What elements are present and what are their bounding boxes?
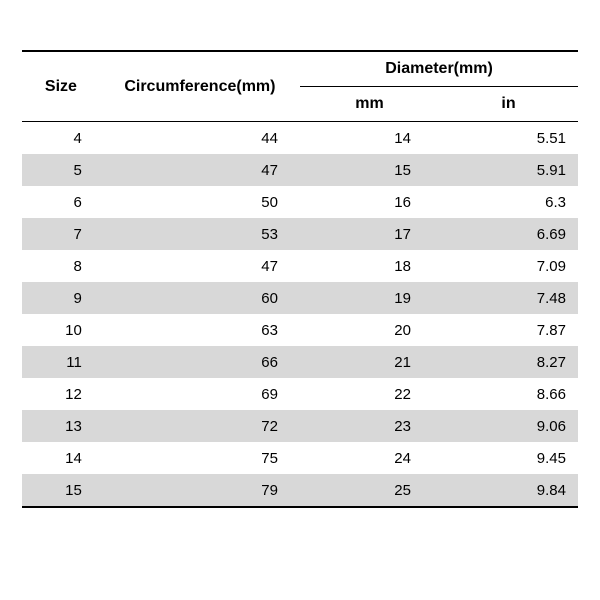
- cell-mm: 17: [300, 218, 439, 250]
- table-row: 444145.51: [22, 122, 578, 155]
- cell-circ: 72: [100, 410, 300, 442]
- cell-mm: 18: [300, 250, 439, 282]
- col-header-circumference: Circumference(mm): [100, 51, 300, 122]
- cell-size: 4: [22, 122, 100, 155]
- table-row: 960197.48: [22, 282, 578, 314]
- cell-mm: 23: [300, 410, 439, 442]
- cell-in: 6.69: [439, 218, 578, 250]
- cell-circ: 60: [100, 282, 300, 314]
- cell-size: 7: [22, 218, 100, 250]
- page-container: Size Circumference(mm) Diameter(mm) mm i…: [0, 0, 600, 600]
- cell-in: 9.45: [439, 442, 578, 474]
- col-header-size: Size: [22, 51, 100, 122]
- cell-in: 7.87: [439, 314, 578, 346]
- table-row: 753176.69: [22, 218, 578, 250]
- cell-in: 5.51: [439, 122, 578, 155]
- cell-size: 8: [22, 250, 100, 282]
- table-row: 1475249.45: [22, 442, 578, 474]
- cell-circ: 79: [100, 474, 300, 507]
- cell-in: 7.48: [439, 282, 578, 314]
- cell-in: 9.06: [439, 410, 578, 442]
- cell-mm: 25: [300, 474, 439, 507]
- col-header-diameter-in: in: [439, 87, 578, 122]
- cell-size: 11: [22, 346, 100, 378]
- cell-mm: 15: [300, 154, 439, 186]
- col-header-diameter-group: Diameter(mm): [300, 51, 578, 87]
- cell-size: 13: [22, 410, 100, 442]
- cell-size: 6: [22, 186, 100, 218]
- col-header-diameter-mm: mm: [300, 87, 439, 122]
- table-row: 1579259.84: [22, 474, 578, 507]
- cell-circ: 50: [100, 186, 300, 218]
- cell-in: 7.09: [439, 250, 578, 282]
- cell-mm: 20: [300, 314, 439, 346]
- cell-in: 9.84: [439, 474, 578, 507]
- cell-circ: 66: [100, 346, 300, 378]
- cell-size: 12: [22, 378, 100, 410]
- cell-in: 8.66: [439, 378, 578, 410]
- cell-mm: 19: [300, 282, 439, 314]
- cell-size: 14: [22, 442, 100, 474]
- cell-circ: 53: [100, 218, 300, 250]
- cell-mm: 22: [300, 378, 439, 410]
- cell-size: 10: [22, 314, 100, 346]
- table-row: 1166218.27: [22, 346, 578, 378]
- cell-circ: 63: [100, 314, 300, 346]
- table-row: 1269228.66: [22, 378, 578, 410]
- cell-circ: 69: [100, 378, 300, 410]
- cell-size: 5: [22, 154, 100, 186]
- cell-mm: 21: [300, 346, 439, 378]
- cell-mm: 24: [300, 442, 439, 474]
- table-row: 1063207.87: [22, 314, 578, 346]
- cell-mm: 14: [300, 122, 439, 155]
- table-header: Size Circumference(mm) Diameter(mm) mm i…: [22, 51, 578, 122]
- cell-circ: 75: [100, 442, 300, 474]
- size-chart-table: Size Circumference(mm) Diameter(mm) mm i…: [22, 50, 578, 508]
- table-row: 847187.09: [22, 250, 578, 282]
- cell-size: 15: [22, 474, 100, 507]
- cell-circ: 47: [100, 154, 300, 186]
- table-body: 444145.51547155.91650166.3753176.6984718…: [22, 122, 578, 508]
- cell-in: 6.3: [439, 186, 578, 218]
- cell-in: 5.91: [439, 154, 578, 186]
- cell-circ: 44: [100, 122, 300, 155]
- table-row: 547155.91: [22, 154, 578, 186]
- table-row: 650166.3: [22, 186, 578, 218]
- cell-circ: 47: [100, 250, 300, 282]
- cell-size: 9: [22, 282, 100, 314]
- cell-in: 8.27: [439, 346, 578, 378]
- cell-mm: 16: [300, 186, 439, 218]
- table-row: 1372239.06: [22, 410, 578, 442]
